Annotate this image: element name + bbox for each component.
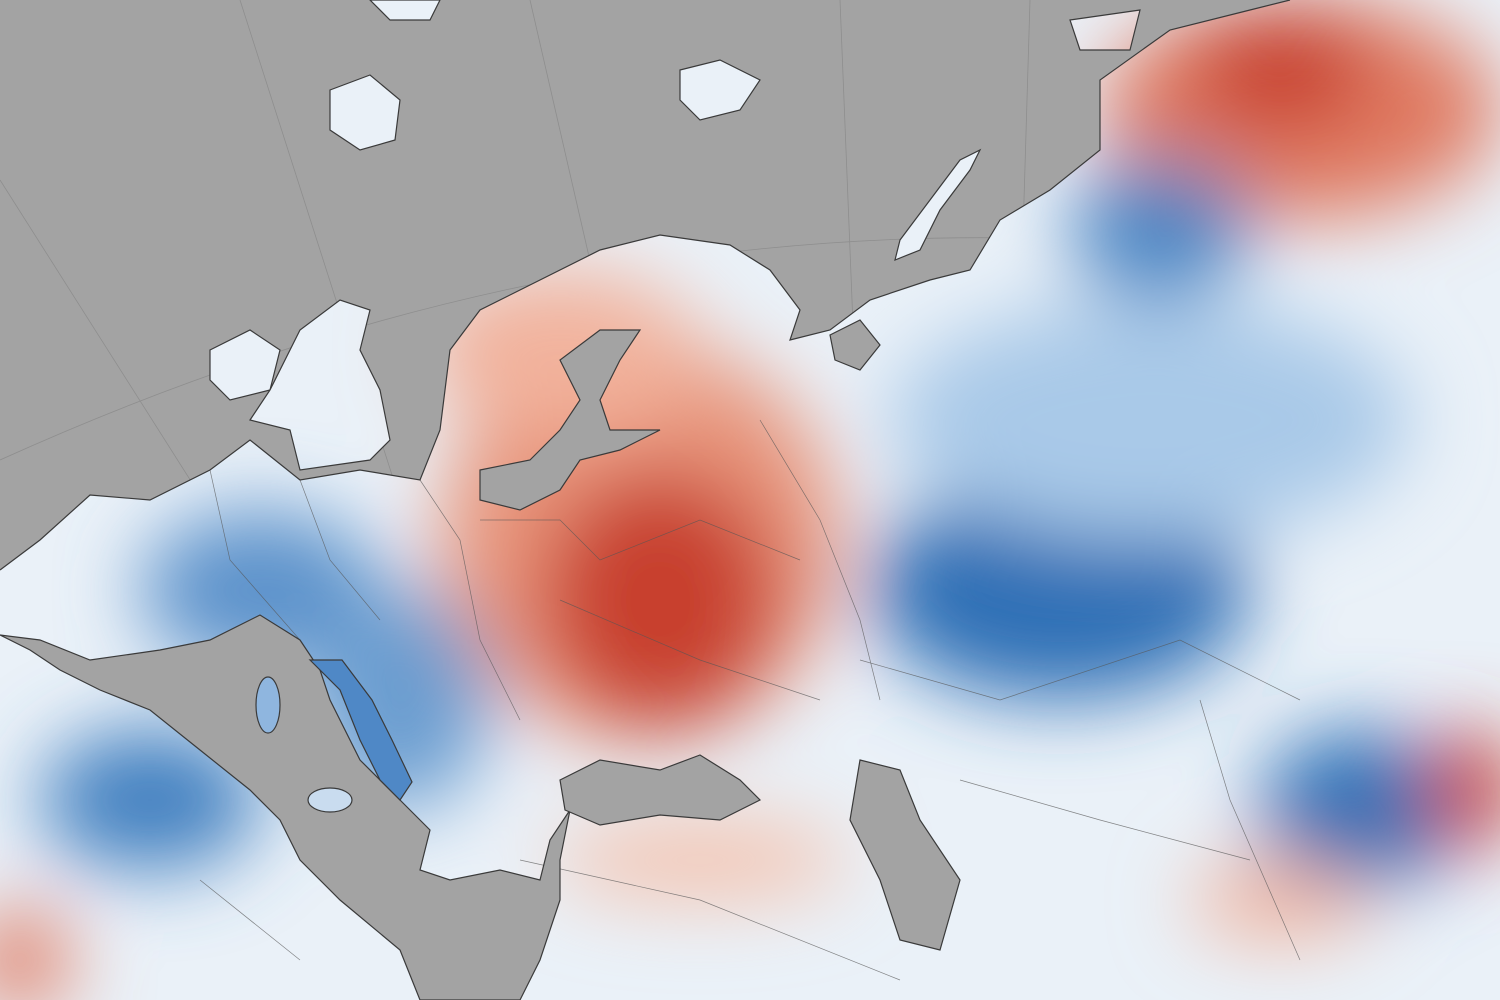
cold-region	[40, 730, 260, 870]
seas	[0, 319, 961, 1000]
island-coast	[209, 0, 1141, 471]
warm-region	[550, 820, 850, 900]
peninsulas	[255, 659, 413, 813]
cold-region	[890, 300, 1410, 540]
coastline	[0, 0, 1291, 571]
warm-region	[0, 910, 70, 1000]
cold-core	[1260, 730, 1460, 890]
sardinia	[255, 676, 281, 734]
warm-core	[1190, 10, 1370, 130]
warm-core	[540, 470, 780, 730]
warm-region	[420, 270, 700, 430]
baltic-sea	[479, 329, 661, 511]
cold-region	[1070, 160, 1250, 300]
caspian-sea	[849, 759, 961, 951]
cold-region	[140, 510, 380, 670]
sicily	[307, 787, 353, 813]
warm-core	[1425, 730, 1500, 850]
warm-region	[1190, 860, 1370, 940]
mediterranean-sea	[0, 614, 571, 1000]
border-line	[199, 419, 1301, 981]
white-sea	[829, 319, 881, 371]
black-sea	[559, 754, 762, 826]
coastlines	[0, 0, 1291, 571]
borders	[199, 419, 1301, 981]
italy	[308, 659, 413, 801]
